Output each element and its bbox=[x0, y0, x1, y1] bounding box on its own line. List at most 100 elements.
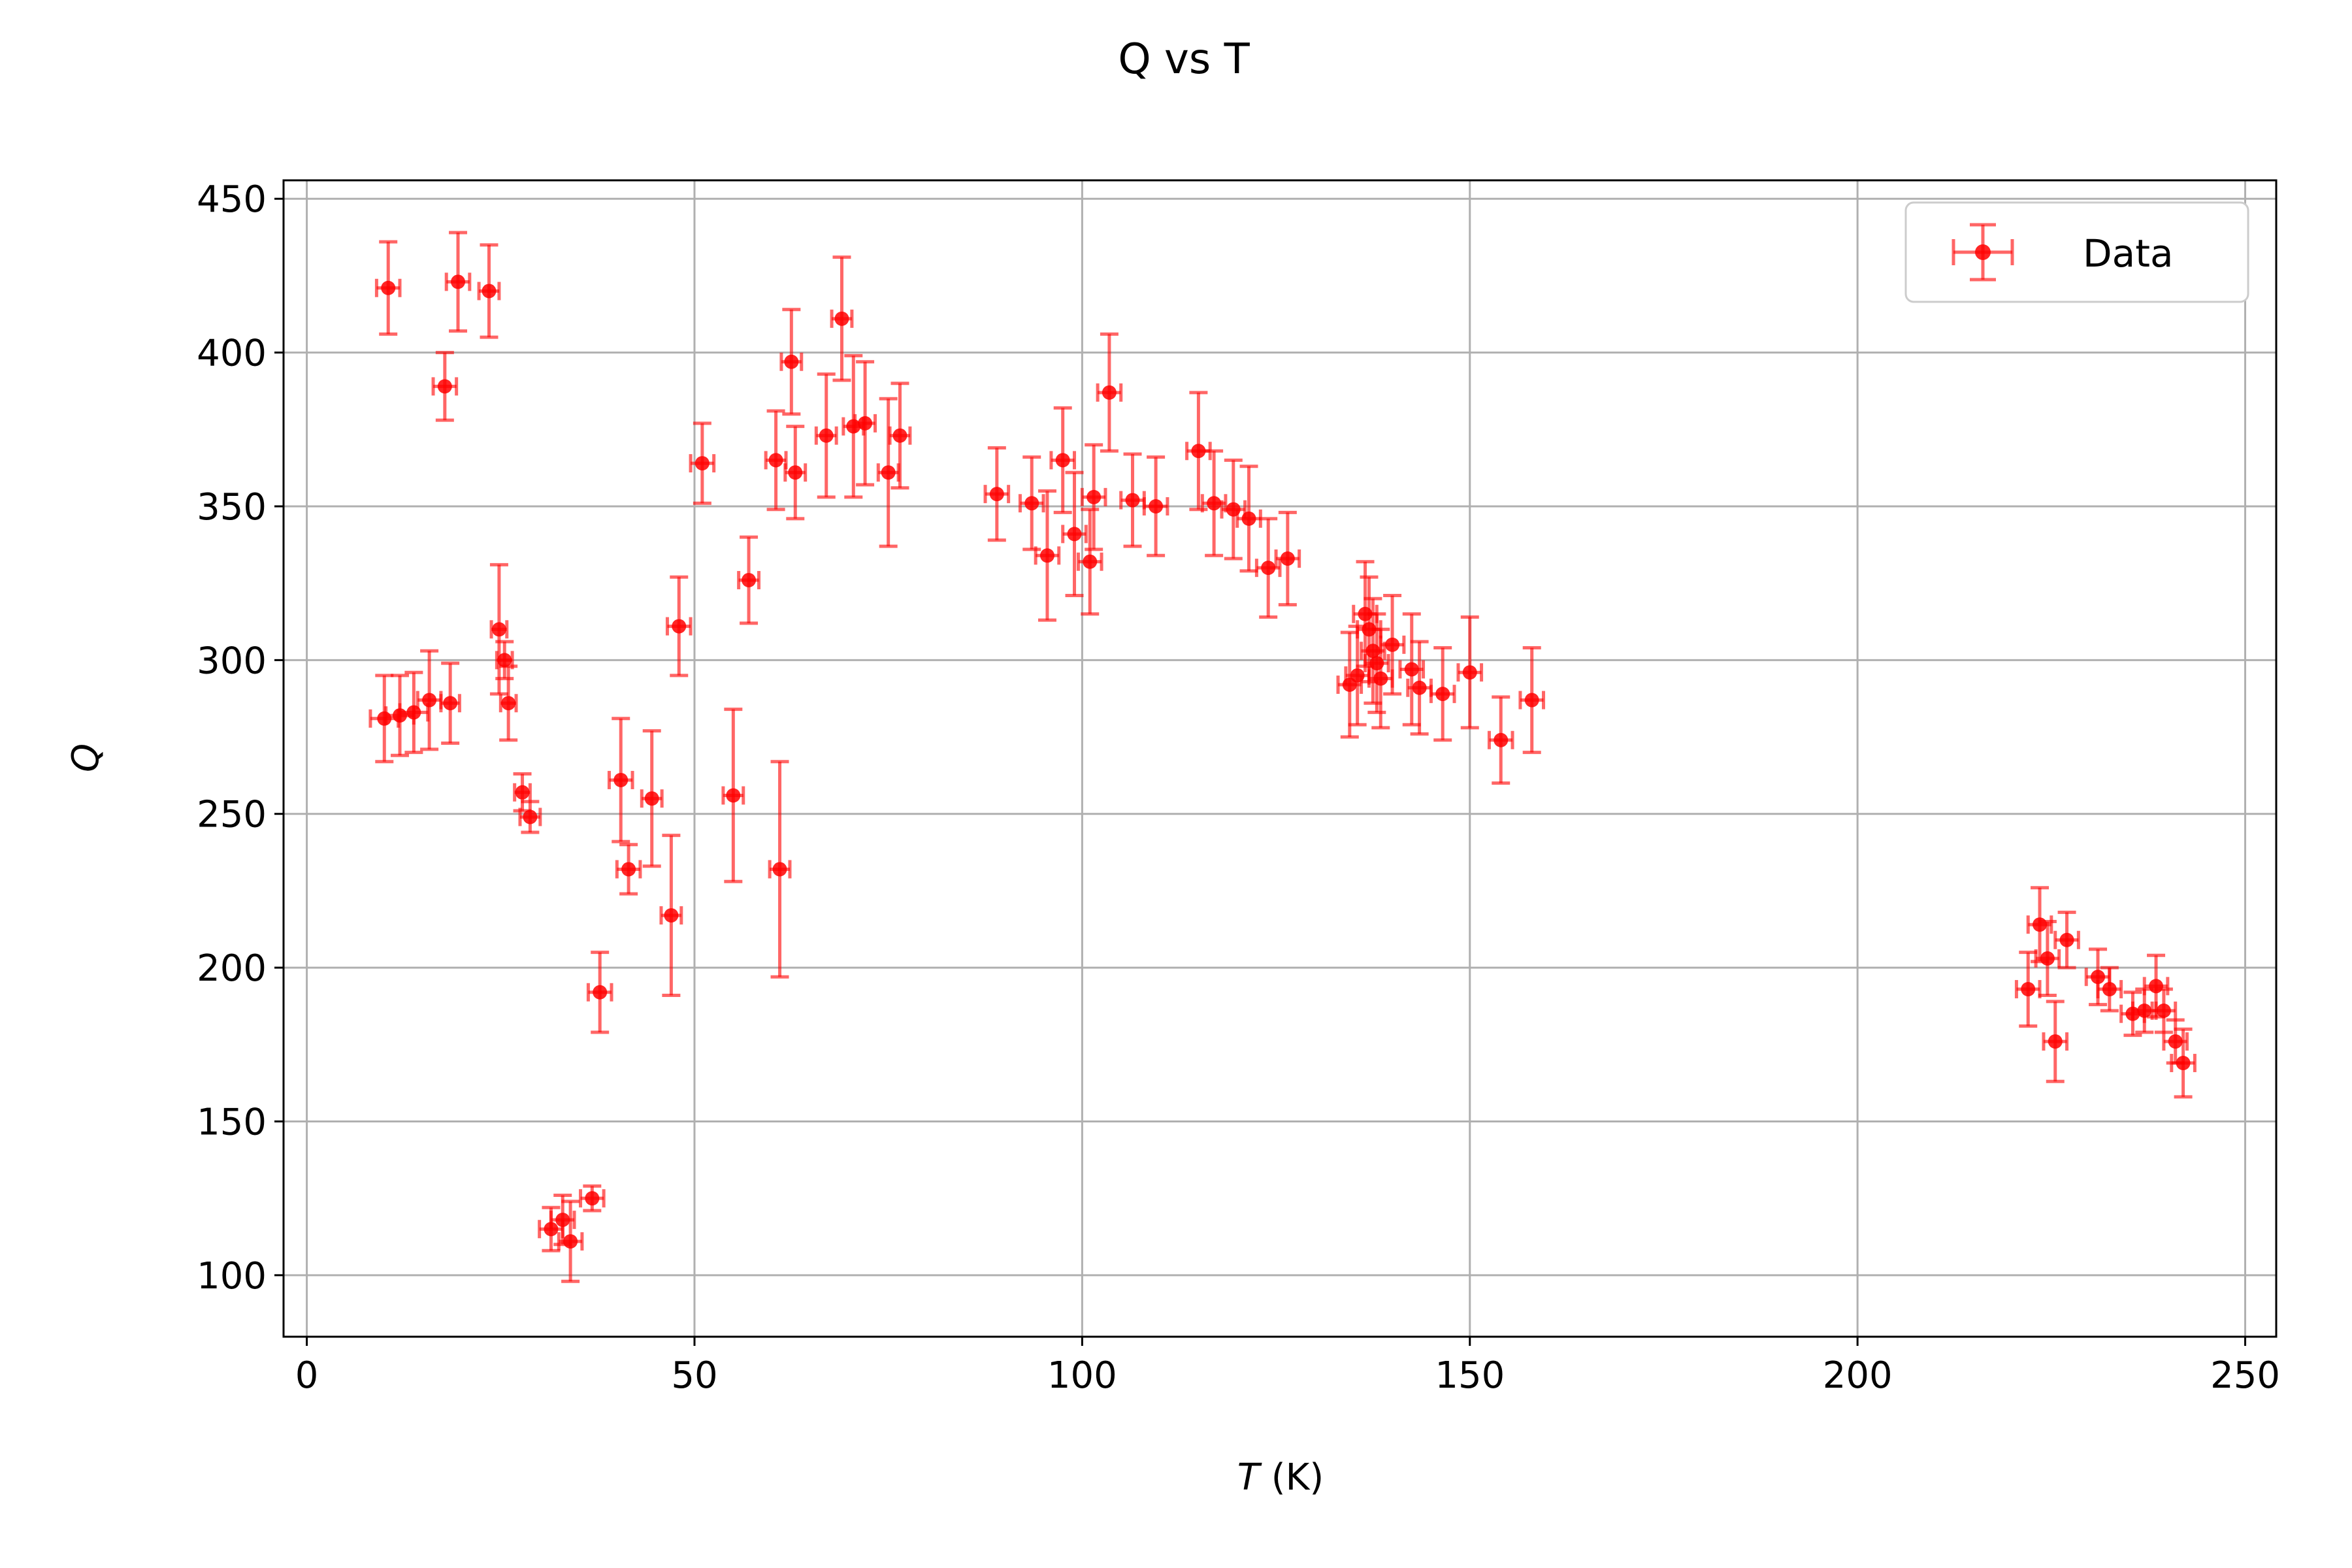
data-point bbox=[830, 255, 854, 382]
point-marker bbox=[742, 572, 757, 587]
data-point bbox=[374, 240, 402, 336]
point-marker bbox=[726, 788, 741, 803]
data-point bbox=[768, 760, 792, 979]
point-marker bbox=[1083, 554, 1098, 569]
point-marker bbox=[2137, 1004, 2152, 1019]
x-axis-ticks: 0 50 100 150 200 250 bbox=[295, 1337, 2280, 1397]
x-tick-label: 100 bbox=[1047, 1354, 1117, 1397]
point-marker bbox=[819, 428, 834, 443]
data-point bbox=[2042, 1000, 2069, 1083]
point-marker bbox=[1102, 385, 1117, 400]
data-point bbox=[2170, 1027, 2197, 1099]
y-tick-label: 100 bbox=[197, 1255, 267, 1298]
data-point bbox=[477, 243, 501, 339]
point-marker bbox=[1373, 671, 1388, 686]
point-marker bbox=[768, 453, 783, 468]
data-point bbox=[737, 535, 760, 625]
data-point bbox=[1018, 455, 1045, 551]
point-marker bbox=[381, 280, 396, 295]
y-tick-label: 400 bbox=[197, 333, 267, 375]
point-marker bbox=[694, 456, 710, 471]
data-point bbox=[1274, 510, 1301, 607]
data-point bbox=[665, 575, 693, 678]
data-point bbox=[557, 1200, 584, 1283]
data-point bbox=[579, 1184, 606, 1213]
data-point bbox=[1076, 508, 1103, 616]
data-point bbox=[518, 800, 542, 834]
data-point bbox=[1034, 489, 1061, 622]
data-point bbox=[1429, 646, 1456, 742]
point-marker bbox=[443, 696, 458, 711]
point-marker bbox=[892, 428, 907, 443]
data-point bbox=[1080, 443, 1107, 551]
point-marker bbox=[1241, 511, 1256, 526]
point-marker bbox=[1024, 496, 1039, 511]
legend-label: Data bbox=[2083, 231, 2174, 276]
point-marker bbox=[2156, 1004, 2171, 1019]
point-marker bbox=[563, 1234, 578, 1249]
y-tick-label: 200 bbox=[197, 947, 267, 990]
data-point bbox=[721, 708, 745, 883]
point-marker bbox=[1385, 637, 1400, 652]
y-tick-label: 350 bbox=[197, 486, 267, 529]
point-marker bbox=[772, 862, 787, 877]
point-marker bbox=[1261, 561, 1276, 576]
grid bbox=[284, 180, 2276, 1337]
data-point bbox=[586, 951, 613, 1034]
point-marker bbox=[664, 908, 679, 923]
point-marker bbox=[1412, 680, 1427, 695]
point-marker bbox=[482, 284, 497, 299]
data-point bbox=[607, 717, 634, 843]
point-marker bbox=[544, 1222, 559, 1237]
point-marker bbox=[555, 1213, 570, 1228]
point-marker bbox=[2168, 1034, 2183, 1049]
x-tick-label: 150 bbox=[1435, 1354, 1505, 1397]
point-marker bbox=[2091, 970, 2106, 985]
y-axis-ticks: 100 150 200 250 300 350 400 450 bbox=[197, 178, 284, 1298]
point-marker bbox=[2048, 1034, 2063, 1049]
point-marker bbox=[422, 693, 437, 708]
data-point bbox=[1096, 332, 1123, 453]
point-marker bbox=[1067, 527, 1082, 542]
point-marker bbox=[2021, 982, 2036, 997]
data-point bbox=[888, 382, 912, 490]
data-point bbox=[1456, 615, 1484, 730]
data-point bbox=[489, 563, 509, 696]
point-marker bbox=[1435, 687, 1450, 702]
data-point bbox=[495, 640, 514, 681]
point-marker bbox=[2149, 979, 2164, 994]
point-marker bbox=[1207, 496, 1222, 511]
data-point bbox=[1061, 470, 1088, 598]
data-point bbox=[1487, 695, 1514, 785]
data-point bbox=[814, 372, 838, 499]
point-marker bbox=[613, 772, 629, 787]
legend-marker bbox=[1952, 223, 2014, 282]
data-points bbox=[368, 231, 2197, 1283]
y-tick-label: 250 bbox=[197, 794, 267, 836]
data-point bbox=[779, 308, 804, 416]
point-marker bbox=[2040, 951, 2055, 966]
data-point bbox=[1379, 594, 1406, 696]
data-point bbox=[439, 661, 461, 745]
data-point bbox=[2150, 987, 2178, 1034]
point-marker bbox=[834, 311, 849, 326]
point-marker bbox=[497, 653, 512, 668]
point-marker bbox=[1125, 493, 1140, 508]
x-tick-label: 200 bbox=[1823, 1354, 1893, 1397]
point-marker bbox=[2059, 932, 2074, 947]
point-marker bbox=[515, 785, 530, 800]
data-point bbox=[1398, 612, 1426, 727]
data-point bbox=[431, 351, 459, 422]
point-marker bbox=[1494, 732, 1509, 747]
y-tick-label: 150 bbox=[197, 1101, 267, 1143]
point-marker bbox=[1149, 498, 1164, 514]
data-point bbox=[1220, 458, 1247, 561]
point-marker bbox=[1524, 693, 1539, 708]
point-marker bbox=[491, 622, 506, 637]
data-point bbox=[640, 729, 664, 868]
data-point bbox=[2034, 919, 2061, 997]
data-point bbox=[2026, 886, 2053, 964]
point-marker bbox=[1350, 668, 1365, 683]
data-point bbox=[1406, 640, 1433, 736]
